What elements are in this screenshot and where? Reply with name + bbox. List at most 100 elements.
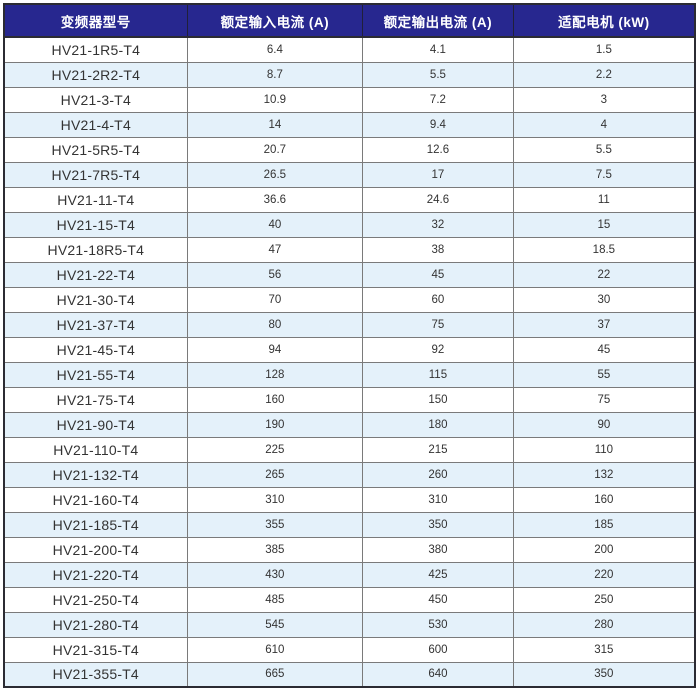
output-cell: 350 xyxy=(362,511,514,538)
output-cell: 640 xyxy=(362,661,514,688)
motor-cell: 185 xyxy=(512,511,696,538)
motor-cell: 132 xyxy=(512,461,696,488)
table-row: HV21-3-T4 10.9 7.2 3 xyxy=(3,86,696,113)
motor-cell: 350 xyxy=(512,661,696,688)
input-cell: 36.6 xyxy=(186,186,364,213)
table-row: HV21-37-T4 80 75 37 xyxy=(3,311,696,338)
table-row: HV21-250-T4 485 450 250 xyxy=(3,586,696,613)
model-cell: HV21-15-T4 xyxy=(3,211,188,238)
motor-cell: 3 xyxy=(512,86,696,113)
motor-cell: 200 xyxy=(512,536,696,563)
model-cell: HV21-280-T4 xyxy=(3,611,188,638)
motor-cell: 110 xyxy=(512,436,696,463)
input-cell: 26.5 xyxy=(186,161,364,188)
output-cell: 380 xyxy=(362,536,514,563)
model-cell: HV21-315-T4 xyxy=(3,636,188,663)
model-cell: HV21-4-T4 xyxy=(3,111,188,138)
input-cell: 80 xyxy=(186,311,364,338)
motor-cell: 1.5 xyxy=(512,36,696,63)
model-cell: HV21-2R2-T4 xyxy=(3,61,188,88)
input-cell: 14 xyxy=(186,111,364,138)
output-cell: 530 xyxy=(362,611,514,638)
motor-cell: 55 xyxy=(512,361,696,388)
table-row: HV21-315-T4 610 600 315 xyxy=(3,636,696,663)
input-cell: 225 xyxy=(186,436,364,463)
motor-cell: 15 xyxy=(512,211,696,238)
model-cell: HV21-185-T4 xyxy=(3,511,188,538)
table-row: HV21-75-T4 160 150 75 xyxy=(3,386,696,413)
table-row: HV21-30-T4 70 60 30 xyxy=(3,286,696,313)
table-body: HV21-1R5-T4 6.4 4.1 1.5 HV21-2R2-T4 8.7 5.5 2.2… xyxy=(3,36,696,688)
table-row: HV21-11-T4 36.6 24.6 11 xyxy=(3,186,696,213)
input-cell: 6.4 xyxy=(186,36,364,63)
output-cell: 215 xyxy=(362,436,514,463)
input-cell: 545 xyxy=(186,611,364,638)
input-cell: 20.7 xyxy=(186,136,364,163)
inverter-spec-table: 变频器型号 额定输入电流 (A) 额定输出电流 (A) 适配电机 (kW) HV… xyxy=(3,3,696,688)
table-row: HV21-4-T4 14 9.4 4 xyxy=(3,111,696,138)
output-cell: 4.1 xyxy=(362,36,514,63)
motor-cell: 11 xyxy=(512,186,696,213)
model-cell: HV21-30-T4 xyxy=(3,286,188,313)
output-cell: 45 xyxy=(362,261,514,288)
model-cell: HV21-7R5-T4 xyxy=(3,161,188,188)
table-row: HV21-160-T4 310 310 160 xyxy=(3,486,696,513)
model-cell: HV21-11-T4 xyxy=(3,186,188,213)
model-cell: HV21-22-T4 xyxy=(3,261,188,288)
column-header-motor-power: 适配电机 (kW) xyxy=(512,4,695,38)
table-row: HV21-15-T4 40 32 15 xyxy=(3,211,696,238)
output-cell: 5.5 xyxy=(362,61,514,88)
table-row: HV21-90-T4 190 180 90 xyxy=(3,411,696,438)
motor-cell: 22 xyxy=(512,261,696,288)
output-cell: 60 xyxy=(362,286,514,313)
table-header: 变频器型号 额定输入电流 (A) 额定输出电流 (A) 适配电机 (kW) xyxy=(4,4,695,38)
model-cell: HV21-45-T4 xyxy=(3,336,188,363)
output-cell: 17 xyxy=(362,161,514,188)
output-cell: 180 xyxy=(362,411,514,438)
input-cell: 485 xyxy=(186,586,364,613)
output-cell: 24.6 xyxy=(362,186,514,213)
model-cell: HV21-132-T4 xyxy=(3,461,188,488)
output-cell: 150 xyxy=(362,386,514,413)
output-cell: 7.2 xyxy=(362,86,514,113)
input-cell: 160 xyxy=(186,386,364,413)
model-cell: HV21-355-T4 xyxy=(3,661,188,688)
table-row: HV21-132-T4 265 260 132 xyxy=(3,461,696,488)
model-cell: HV21-55-T4 xyxy=(3,361,188,388)
table-row: HV21-2R2-T4 8.7 5.5 2.2 xyxy=(3,61,696,88)
table-row: HV21-7R5-T4 26.5 17 7.5 xyxy=(3,161,696,188)
model-cell: HV21-110-T4 xyxy=(3,436,188,463)
input-cell: 430 xyxy=(186,561,364,588)
table-row: HV21-200-T4 385 380 200 xyxy=(3,536,696,563)
motor-cell: 280 xyxy=(512,611,696,638)
table-row: HV21-355-T4 665 640 350 xyxy=(3,661,696,688)
motor-cell: 250 xyxy=(512,586,696,613)
output-cell: 600 xyxy=(362,636,514,663)
column-header-input-current: 额定输入电流 (A) xyxy=(186,4,363,38)
input-cell: 128 xyxy=(186,361,364,388)
input-cell: 665 xyxy=(186,661,364,688)
output-cell: 115 xyxy=(362,361,514,388)
input-cell: 385 xyxy=(186,536,364,563)
motor-cell: 30 xyxy=(512,286,696,313)
header-row: 变频器型号 额定输入电流 (A) 额定输出电流 (A) 适配电机 (kW) xyxy=(4,4,695,38)
input-cell: 10.9 xyxy=(186,86,364,113)
input-cell: 70 xyxy=(186,286,364,313)
input-cell: 8.7 xyxy=(186,61,364,88)
model-cell: HV21-5R5-T4 xyxy=(3,136,188,163)
model-cell: HV21-250-T4 xyxy=(3,586,188,613)
motor-cell: 220 xyxy=(512,561,696,588)
input-cell: 94 xyxy=(186,336,364,363)
table-row: HV21-18R5-T4 47 38 18.5 xyxy=(3,236,696,263)
output-cell: 425 xyxy=(362,561,514,588)
model-cell: HV21-3-T4 xyxy=(3,86,188,113)
motor-cell: 18.5 xyxy=(512,236,696,263)
motor-cell: 45 xyxy=(512,336,696,363)
input-cell: 355 xyxy=(186,511,364,538)
table-row: HV21-110-T4 225 215 110 xyxy=(3,436,696,463)
table-row: HV21-1R5-T4 6.4 4.1 1.5 xyxy=(3,36,696,63)
table-row: HV21-45-T4 94 92 45 xyxy=(3,336,696,363)
table-row: HV21-280-T4 545 530 280 xyxy=(3,611,696,638)
model-cell: HV21-1R5-T4 xyxy=(3,36,188,63)
motor-cell: 160 xyxy=(512,486,696,513)
